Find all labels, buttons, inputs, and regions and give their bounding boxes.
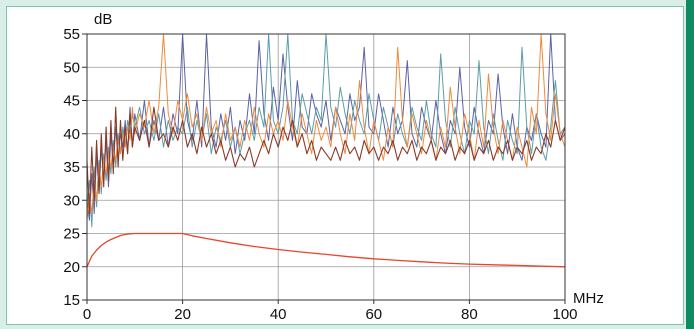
grid: [87, 33, 566, 300]
series-group: [86, 33, 566, 268]
y-tick-label: 40: [63, 126, 80, 143]
series-line-4: [86, 33, 566, 221]
y-tick-label: 35: [63, 159, 80, 176]
y-tick-label: 25: [63, 226, 80, 243]
x-tick-label: 60: [365, 306, 382, 323]
series-line-5: [86, 106, 566, 215]
y-axis-unit-label: dB: [94, 11, 112, 28]
y-tick-label: 50: [63, 59, 80, 76]
y-tick-label: 55: [63, 26, 80, 43]
x-tick-label: 0: [83, 306, 91, 323]
y-tick-label: 15: [63, 292, 80, 309]
x-tick-label: 40: [270, 306, 287, 323]
y-tick-label: 30: [63, 192, 80, 209]
y-tick-label: 45: [63, 93, 80, 110]
x-tick-label: 100: [552, 306, 577, 323]
axes: 15 20 25 30 35 40 45 50 55 0 20 40 60 80 100: [63, 26, 577, 323]
chart-panel: [6, 6, 684, 325]
x-tick-label: 80: [461, 306, 478, 323]
y-tick-label: 20: [63, 259, 80, 276]
edge-strip: [686, 0, 694, 329]
x-tick-label: 20: [174, 306, 191, 323]
series-line-1: [86, 232, 566, 268]
x-axis-unit-label: MHz: [573, 290, 604, 307]
